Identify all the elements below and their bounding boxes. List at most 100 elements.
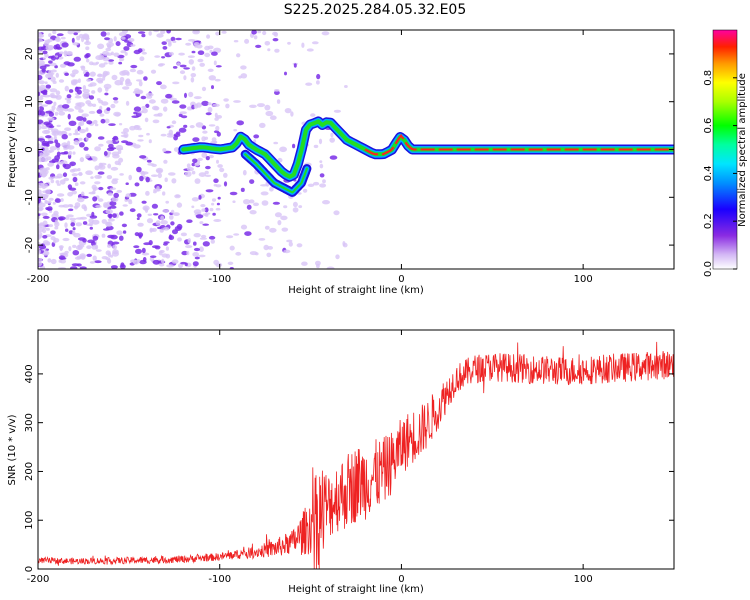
noise-speck — [113, 111, 121, 117]
noise-speck — [213, 130, 220, 134]
noise-speck — [137, 127, 142, 131]
spectrogram-ytick-label: 10 — [24, 95, 35, 108]
noise-speck — [126, 71, 130, 76]
noise-speck — [233, 100, 241, 103]
noise-speck — [68, 89, 74, 93]
noise-speck — [161, 56, 166, 59]
noise-speck — [226, 235, 234, 239]
noise-speck — [38, 207, 43, 212]
noise-speck — [214, 117, 219, 121]
noise-speck — [97, 80, 104, 84]
noise-speck — [216, 202, 220, 206]
noise-speck — [86, 223, 93, 226]
noise-speck — [193, 233, 201, 238]
noise-speck — [140, 95, 147, 100]
noise-speck — [162, 227, 170, 231]
noise-speck — [211, 202, 215, 206]
carrier-core — [364, 133, 674, 156]
noise-speck — [72, 30, 81, 34]
noise-speck — [195, 122, 204, 128]
noise-speck — [83, 146, 89, 151]
noise-speck — [78, 109, 84, 113]
noise-speck — [96, 109, 103, 114]
noise-speck — [139, 259, 147, 265]
noise-speck — [87, 157, 93, 161]
noise-speck — [86, 245, 92, 250]
noise-speck — [54, 226, 59, 230]
noise-speck — [208, 235, 216, 240]
noise-speck — [68, 187, 77, 191]
noise-speck — [72, 42, 79, 46]
noise-speck — [207, 68, 214, 73]
noise-speck — [249, 251, 258, 256]
noise-speck — [67, 113, 71, 120]
noise-speck — [213, 60, 217, 66]
noise-speck — [158, 250, 163, 256]
noise-speck — [253, 35, 258, 40]
noise-speck — [48, 60, 53, 64]
noise-speck — [133, 125, 141, 129]
colorbar-tick-label: 0.2 — [703, 213, 714, 229]
noise-speck — [259, 122, 266, 128]
noise-speck — [253, 202, 259, 207]
noise-speck — [38, 250, 41, 255]
noise-speck — [71, 69, 79, 75]
page-title: S225.2025.284.05.32.E05 — [283, 2, 467, 18]
noise-speck — [42, 235, 48, 239]
noise-speck — [236, 53, 241, 58]
noise-speck — [54, 111, 59, 116]
noise-speck — [204, 207, 209, 213]
noise-speck — [276, 99, 281, 104]
snr-xtick-label: 0 — [398, 574, 404, 585]
snr-xtick-label: -100 — [208, 574, 231, 585]
noise-speck — [316, 73, 321, 80]
noise-speck — [86, 213, 92, 217]
noise-speck — [330, 132, 334, 138]
noise-speck — [163, 241, 170, 244]
noise-speck — [284, 71, 287, 76]
noise-speck — [235, 251, 242, 256]
noise-speck — [186, 167, 194, 172]
noise-speck — [85, 100, 92, 105]
noise-speck — [66, 214, 74, 218]
noise-speck — [58, 259, 62, 263]
noise-speck — [97, 171, 105, 175]
noise-speck — [52, 80, 57, 84]
noise-speck — [69, 73, 76, 77]
noise-speck — [143, 76, 148, 81]
noise-speck — [113, 52, 120, 57]
noise-speck — [99, 113, 105, 117]
noise-speck — [74, 182, 79, 186]
noise-speck — [38, 46, 45, 51]
noise-speck — [98, 198, 104, 202]
noise-speck — [97, 43, 105, 50]
noise-speck — [197, 50, 205, 55]
noise-speck — [49, 88, 58, 93]
noise-speck — [199, 62, 205, 67]
noise-speck — [191, 197, 199, 202]
spectrogram-xtick-label: -100 — [208, 274, 231, 285]
noise-speck — [72, 176, 78, 183]
noise-speck — [120, 262, 125, 268]
noise-speck — [149, 227, 153, 233]
noise-speck — [98, 143, 104, 147]
noise-speck — [71, 81, 77, 86]
noise-speck — [205, 189, 214, 193]
noise-speck — [128, 174, 132, 181]
noise-speck — [233, 233, 240, 236]
noise-speck — [86, 78, 92, 82]
noise-speck — [272, 38, 279, 42]
colorbar-tick-label: 0.0 — [703, 261, 714, 277]
noise-speck — [311, 41, 319, 45]
noise-speck — [49, 210, 53, 213]
noise-speck — [342, 241, 346, 247]
noise-speck — [244, 38, 250, 44]
noise-speck — [49, 146, 57, 151]
noise-speck — [112, 137, 119, 141]
spectrogram-ytick-label: 0 — [24, 146, 35, 152]
noise-speck — [122, 204, 128, 207]
noise-speck — [267, 48, 271, 52]
noise-speck — [208, 124, 216, 127]
noise-speck — [193, 209, 202, 215]
